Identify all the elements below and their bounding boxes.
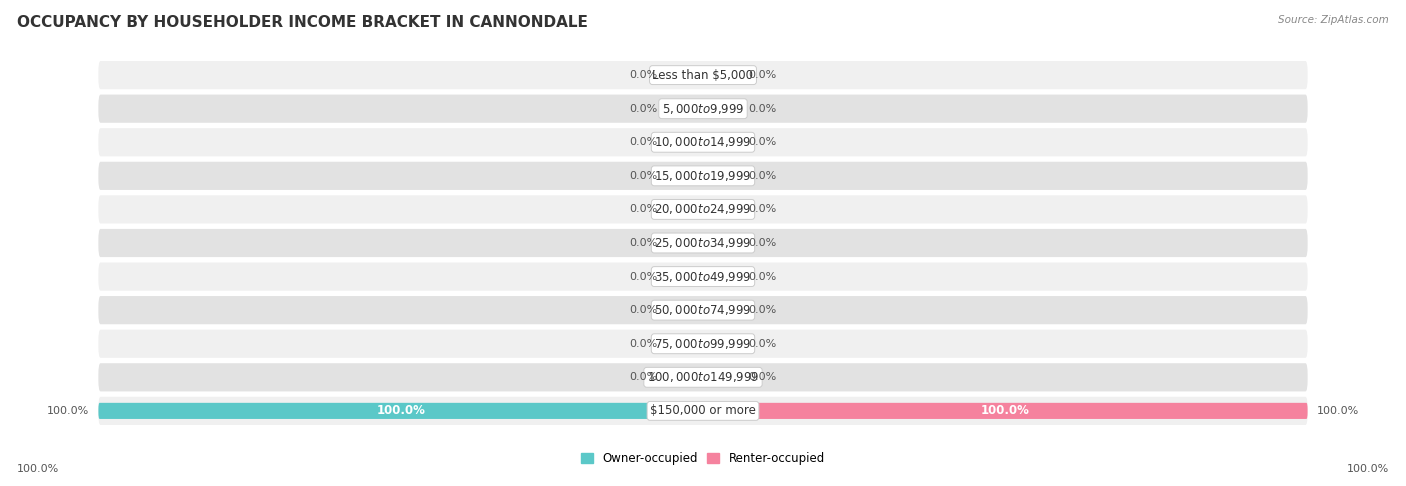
Text: Less than $5,000: Less than $5,000: [652, 69, 754, 82]
Text: 0.0%: 0.0%: [748, 339, 776, 349]
Text: 0.0%: 0.0%: [630, 70, 658, 80]
Text: $100,000 to $149,999: $100,000 to $149,999: [647, 370, 759, 384]
FancyBboxPatch shape: [703, 269, 740, 285]
Text: 0.0%: 0.0%: [630, 171, 658, 181]
Legend: Owner-occupied, Renter-occupied: Owner-occupied, Renter-occupied: [576, 447, 830, 470]
Text: 100.0%: 100.0%: [377, 404, 425, 417]
Text: 0.0%: 0.0%: [748, 104, 776, 114]
Text: 100.0%: 100.0%: [48, 406, 90, 416]
Text: $5,000 to $9,999: $5,000 to $9,999: [662, 102, 744, 116]
Text: 0.0%: 0.0%: [748, 305, 776, 315]
Text: 0.0%: 0.0%: [748, 205, 776, 214]
Text: $15,000 to $19,999: $15,000 to $19,999: [654, 169, 752, 183]
FancyBboxPatch shape: [666, 369, 703, 385]
FancyBboxPatch shape: [703, 369, 740, 385]
FancyBboxPatch shape: [703, 168, 740, 184]
FancyBboxPatch shape: [98, 162, 1308, 190]
Text: 0.0%: 0.0%: [748, 70, 776, 80]
FancyBboxPatch shape: [666, 235, 703, 251]
Text: $35,000 to $49,999: $35,000 to $49,999: [654, 270, 752, 283]
FancyBboxPatch shape: [98, 195, 1308, 224]
FancyBboxPatch shape: [666, 336, 703, 352]
FancyBboxPatch shape: [666, 101, 703, 117]
Text: 0.0%: 0.0%: [630, 372, 658, 382]
FancyBboxPatch shape: [98, 330, 1308, 358]
Text: 0.0%: 0.0%: [630, 205, 658, 214]
Text: 0.0%: 0.0%: [630, 238, 658, 248]
Text: 0.0%: 0.0%: [630, 305, 658, 315]
FancyBboxPatch shape: [703, 134, 740, 150]
FancyBboxPatch shape: [666, 201, 703, 217]
FancyBboxPatch shape: [666, 269, 703, 285]
Text: 0.0%: 0.0%: [630, 339, 658, 349]
FancyBboxPatch shape: [98, 95, 1308, 123]
Text: 0.0%: 0.0%: [748, 171, 776, 181]
FancyBboxPatch shape: [666, 67, 703, 83]
FancyBboxPatch shape: [98, 61, 1308, 89]
FancyBboxPatch shape: [98, 262, 1308, 291]
Text: 0.0%: 0.0%: [748, 238, 776, 248]
FancyBboxPatch shape: [703, 101, 740, 117]
Text: 0.0%: 0.0%: [630, 272, 658, 281]
FancyBboxPatch shape: [703, 336, 740, 352]
FancyBboxPatch shape: [703, 403, 1308, 419]
Text: $75,000 to $99,999: $75,000 to $99,999: [654, 337, 752, 351]
FancyBboxPatch shape: [703, 67, 740, 83]
Text: 0.0%: 0.0%: [630, 104, 658, 114]
Text: 0.0%: 0.0%: [748, 272, 776, 281]
FancyBboxPatch shape: [666, 134, 703, 150]
Text: $10,000 to $14,999: $10,000 to $14,999: [654, 135, 752, 149]
Text: 100.0%: 100.0%: [1347, 464, 1389, 474]
Text: 0.0%: 0.0%: [748, 372, 776, 382]
Text: 0.0%: 0.0%: [630, 137, 658, 147]
FancyBboxPatch shape: [98, 229, 1308, 257]
Text: $50,000 to $74,999: $50,000 to $74,999: [654, 303, 752, 317]
FancyBboxPatch shape: [703, 235, 740, 251]
Text: 100.0%: 100.0%: [17, 464, 59, 474]
Text: $25,000 to $34,999: $25,000 to $34,999: [654, 236, 752, 250]
FancyBboxPatch shape: [703, 201, 740, 217]
FancyBboxPatch shape: [666, 302, 703, 318]
FancyBboxPatch shape: [666, 168, 703, 184]
FancyBboxPatch shape: [703, 302, 740, 318]
FancyBboxPatch shape: [98, 363, 1308, 391]
FancyBboxPatch shape: [98, 403, 703, 419]
Text: 0.0%: 0.0%: [748, 137, 776, 147]
FancyBboxPatch shape: [98, 397, 1308, 425]
Text: $150,000 or more: $150,000 or more: [650, 404, 756, 417]
FancyBboxPatch shape: [98, 128, 1308, 156]
FancyBboxPatch shape: [98, 296, 1308, 324]
Text: $20,000 to $24,999: $20,000 to $24,999: [654, 203, 752, 216]
Text: Source: ZipAtlas.com: Source: ZipAtlas.com: [1278, 15, 1389, 25]
Text: 100.0%: 100.0%: [1316, 406, 1358, 416]
Text: 100.0%: 100.0%: [981, 404, 1029, 417]
Text: OCCUPANCY BY HOUSEHOLDER INCOME BRACKET IN CANNONDALE: OCCUPANCY BY HOUSEHOLDER INCOME BRACKET …: [17, 15, 588, 30]
